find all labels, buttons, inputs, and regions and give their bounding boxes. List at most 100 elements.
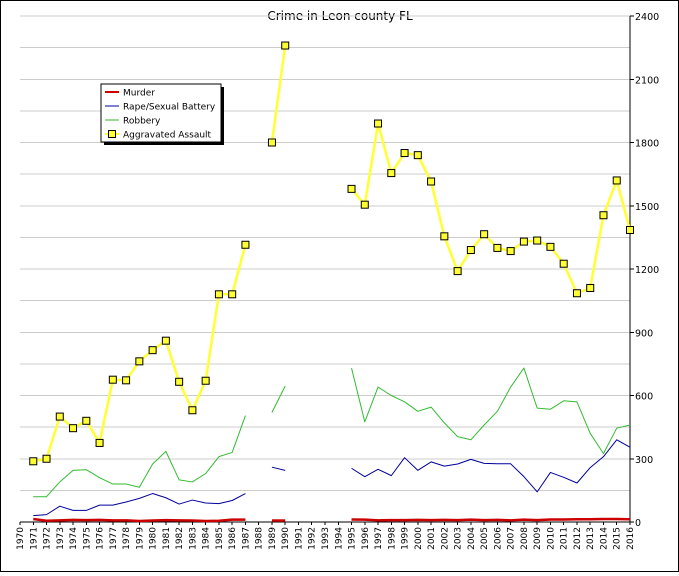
x-tick-label: 1993 (321, 527, 331, 550)
x-tick-label: 2010 (546, 527, 556, 550)
x-tick-label: 2007 (507, 527, 517, 550)
data-point-aggravated-assault (29, 457, 38, 466)
data-point-aggravated-assault (612, 176, 621, 185)
series-line-aggravated-assault (350, 122, 632, 295)
x-tick-label: 1996 (361, 527, 371, 550)
series-robbery (33, 367, 631, 498)
legend-box (100, 83, 222, 143)
x-tick-label: 1992 (308, 527, 318, 550)
legend-label-murder: Murder (123, 89, 155, 99)
x-tick-label: 1989 (268, 527, 278, 550)
legend: Murder Rape/Sexual Battery Robbery Aggravat… (100, 83, 224, 145)
x-tick-label: 1997 (374, 527, 384, 550)
x-tick-label: 2006 (493, 527, 503, 550)
series-line-rape-sexual-battery (33, 493, 246, 517)
data-point-aggravated-assault (480, 230, 489, 239)
data-point-aggravated-assault (546, 242, 555, 251)
y-tick-label: 0 (635, 518, 641, 529)
data-point-aggravated-assault (626, 225, 634, 234)
x-axis-ticks: 1970 1971 1972 1973 1974 1975 1976 1977 1978 1979… (16, 522, 636, 550)
x-tick-label: 2014 (599, 527, 609, 550)
x-tick-label: 2015 (613, 527, 623, 550)
x-tick-label: 1991 (294, 527, 304, 550)
data-point-aggravated-assault (135, 357, 144, 366)
data-point-aggravated-assault (400, 149, 409, 158)
series-murder (33, 517, 631, 523)
x-tick-label: 2011 (560, 527, 570, 550)
data-point-aggravated-assault (55, 412, 64, 421)
data-point-aggravated-assault (108, 375, 117, 384)
x-tick-label: 1983 (188, 527, 198, 550)
x-tick-label: 1978 (122, 527, 132, 550)
x-tick-label: 2008 (520, 527, 530, 550)
data-point-aggravated-assault (572, 289, 581, 298)
data-point-aggravated-assault (175, 377, 184, 386)
y-tick-label: 1500 (635, 202, 659, 213)
x-tick-label: 2001 (427, 527, 437, 550)
data-point-aggravated-assault (519, 237, 528, 246)
x-tick-label: 1995 (348, 527, 358, 550)
data-point-aggravated-assault (360, 200, 369, 209)
x-tick-label: 2016 (626, 527, 636, 550)
legend-label-robbery: Robbery (123, 117, 161, 127)
data-point-aggravated-assault (506, 247, 515, 256)
data-point-aggravated-assault (413, 151, 422, 160)
y-tick-label: 1800 (635, 139, 659, 150)
x-tick-label: 1998 (387, 527, 397, 550)
x-tick-label: 1984 (202, 527, 212, 550)
data-point-aggravated-assault (586, 283, 595, 292)
x-tick-label: 2000 (414, 527, 424, 550)
data-point-aggravated-assault (188, 406, 197, 415)
x-tick-label: 2004 (467, 527, 477, 550)
data-point-aggravated-assault (42, 454, 51, 463)
series-line-rape-sexual-battery (351, 439, 631, 493)
x-tick-label: 1981 (162, 527, 172, 550)
x-tick-label: 1971 (29, 527, 39, 550)
x-tick-label: 1973 (56, 527, 66, 550)
legend-label-aggravated-assault: Aggravated Assault (123, 131, 212, 141)
x-tick-label: 1986 (228, 527, 238, 550)
y-tick-label: 300 (635, 455, 653, 466)
x-tick-label: 1999 (401, 527, 411, 550)
series-line-robbery (33, 415, 246, 498)
legend-marker-aggravated-assault (108, 130, 116, 138)
series-line-robbery (271, 385, 286, 413)
x-tick-label: 2002 (440, 527, 450, 550)
series-line-aggravated-assault (33, 244, 247, 463)
data-point-aggravated-assault (374, 119, 383, 128)
series-line-aggravated-assault (270, 45, 287, 143)
x-tick-label: 1974 (69, 527, 79, 550)
data-point-aggravated-assault (427, 177, 436, 186)
data-point-aggravated-assault (82, 416, 91, 425)
y-axis-ticks: 0 300 600 900 1200 1500 1800 2100 2400 (630, 12, 659, 529)
x-tick-label: 1977 (109, 527, 119, 550)
series-line-murder (33, 517, 246, 523)
series-line-rape-sexual-battery (271, 466, 286, 471)
x-tick-label: 2003 (454, 527, 464, 550)
x-tick-label: 1976 (96, 527, 106, 550)
data-point-aggravated-assault (201, 376, 210, 385)
data-point-aggravated-assault (95, 438, 104, 447)
x-tick-label: 1982 (175, 527, 185, 550)
plot-area (29, 41, 634, 523)
x-tick-label: 1988 (255, 527, 265, 550)
series-aggravated-assault (29, 41, 634, 466)
data-point-aggravated-assault (533, 236, 542, 245)
x-tick-label: 1980 (149, 527, 159, 550)
data-point-aggravated-assault (440, 232, 449, 241)
y-tick-label: 1200 (635, 265, 659, 276)
x-tick-label: 1987 (241, 527, 251, 550)
data-point-aggravated-assault (161, 336, 170, 345)
data-point-aggravated-assault (453, 267, 462, 276)
series-line-robbery (351, 367, 631, 454)
y-tick-label: 900 (635, 328, 653, 339)
data-point-aggravated-assault (466, 246, 475, 255)
data-point-aggravated-assault (281, 41, 290, 50)
data-point-aggravated-assault (599, 211, 608, 220)
y-tick-label: 600 (635, 392, 653, 403)
x-tick-label: 2005 (480, 527, 490, 550)
x-tick-label: 2012 (573, 527, 583, 550)
x-tick-label: 1994 (334, 527, 344, 550)
